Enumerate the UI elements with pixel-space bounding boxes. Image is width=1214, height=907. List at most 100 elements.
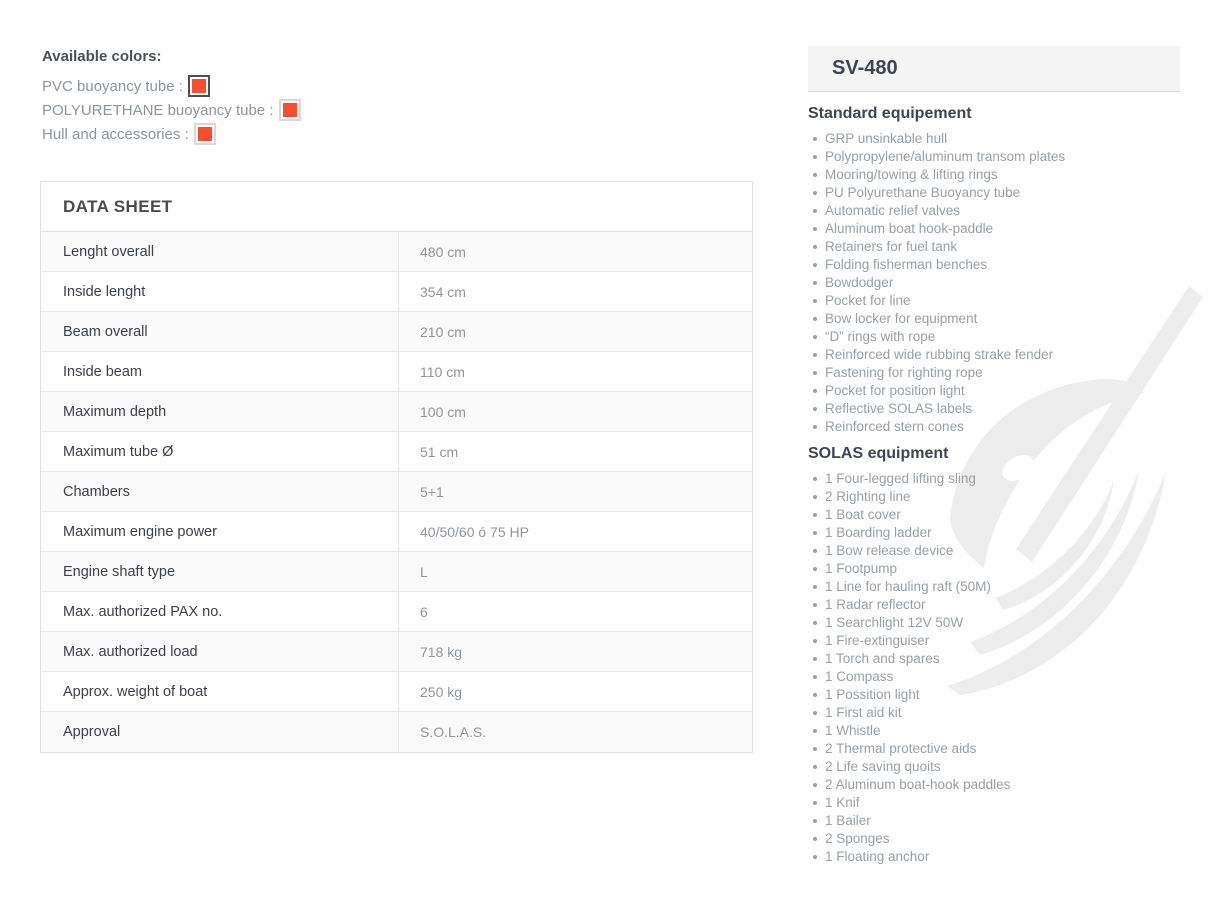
list-item: 1 Line for hauling raft (50M)	[808, 578, 1180, 596]
color-option-label: PVC buoyancy tube :	[42, 77, 183, 95]
bullet-icon	[813, 281, 817, 285]
color-option-label: Hull and accessories :	[42, 125, 189, 143]
list-item-label: GRP unsinkable hull	[825, 131, 948, 146]
color-swatch-icon[interactable]	[278, 99, 301, 121]
list-item-label: 1 Fire-extinguiser	[825, 633, 930, 648]
list-item-label: Aluminum boat hook-paddle	[825, 221, 994, 236]
table-row: Maximum engine power 40/50/60 ó 75 HP	[41, 512, 752, 552]
list-item-label: 2 Righting line	[825, 489, 911, 504]
bullet-icon	[813, 531, 817, 535]
list-item: 1 Floating anchor	[808, 848, 1180, 866]
list-item-label: 1 Footpump	[825, 561, 898, 576]
solas-equipment-heading: SOLAS equipment	[808, 445, 949, 462]
standard-equipment-heading: Standard equipement	[808, 105, 972, 122]
bullet-icon	[813, 263, 817, 267]
list-item-label: PU Polyurethane Buoyancy tube	[825, 185, 1021, 200]
list-item-label: 2 Thermal protective aids	[825, 741, 977, 756]
bullet-icon	[813, 639, 817, 643]
table-row: Max. authorized PAX no. 6	[41, 592, 752, 632]
list-item: GRP unsinkable hull	[808, 130, 1180, 148]
bullet-icon	[813, 549, 817, 553]
table-row: Maximum tube Ø 51 cm	[41, 432, 752, 472]
list-item: 1 Radar reflector	[808, 596, 1180, 614]
bullet-icon	[813, 765, 817, 769]
spec-label: Lenght overall	[41, 232, 399, 271]
spec-label: Maximum tube Ø	[41, 432, 399, 471]
spec-value: L	[420, 563, 428, 580]
bullet-icon	[813, 621, 817, 625]
bullet-icon	[813, 603, 817, 607]
spec-value: S.O.L.A.S.	[420, 724, 487, 740]
list-item-label: 1 Torch and spares	[825, 651, 940, 666]
color-option-row: PVC buoyancy tube :	[42, 74, 301, 98]
bullet-icon	[813, 801, 817, 805]
spec-value: 51 cm	[420, 443, 459, 460]
table-row: Maximum depth 100 cm	[41, 392, 752, 432]
bullet-icon	[813, 693, 817, 697]
color-option-row: Hull and accessories :	[42, 122, 301, 146]
bullet-icon	[813, 657, 817, 661]
table-row: Inside beam 110 cm	[41, 352, 752, 392]
list-item-label: Mooring/towing & lifting rings	[825, 167, 998, 182]
list-item: 1 Four-legged lifting sling	[808, 470, 1180, 488]
list-item-label: 2 Life saving quoits	[825, 759, 941, 774]
list-item-label: 1 Knif	[825, 795, 860, 810]
spec-value: 250 kg	[420, 683, 463, 700]
table-row: Inside lenght 354 cm	[41, 272, 752, 312]
list-item: 1 Fire-extinguiser	[808, 632, 1180, 650]
available-colors-heading: Available colors:	[42, 48, 162, 65]
spec-value: 40/50/60 ó 75 HP	[420, 523, 529, 540]
list-item: 2 Thermal protective aids	[808, 740, 1180, 758]
bullet-icon	[813, 407, 817, 411]
product-panel: SV-480 Standard equipement GRP unsinkabl…	[808, 46, 1180, 866]
list-item-label: 1 Boat cover	[825, 507, 901, 522]
bullet-icon	[813, 585, 817, 589]
spec-label: Engine shaft type	[41, 552, 399, 591]
list-item: 2 Aluminum boat-hook paddles	[808, 776, 1180, 794]
list-item: 1 Boarding ladder	[808, 524, 1180, 542]
list-item-label: Retainers for fuel tank	[825, 239, 958, 254]
bullet-icon	[813, 747, 817, 751]
data-sheet-title: DATA SHEET	[41, 182, 752, 232]
bullet-icon	[813, 173, 817, 177]
spec-value: 718 kg	[420, 643, 463, 660]
list-item: 1 Knif	[808, 794, 1180, 812]
standard-equipment-list: GRP unsinkable hull Polypropylene/alumin…	[808, 130, 1180, 436]
color-swatch-icon[interactable]	[187, 75, 210, 97]
list-item: Reinforced stern cones	[808, 418, 1180, 436]
list-item-label: Reinforced wide rubbing strake fender	[825, 347, 1054, 362]
list-item: Bowdodger	[808, 274, 1180, 292]
bullet-icon	[813, 855, 817, 859]
spec-value: 110 cm	[420, 363, 465, 380]
list-item-label: Bow locker for equipment	[825, 311, 978, 326]
table-row: Approx. weight of boat 250 kg	[41, 672, 752, 712]
list-item: Automatic relief valves	[808, 202, 1180, 220]
spec-label: Beam overall	[41, 312, 399, 351]
spec-label: Approx. weight of boat	[41, 672, 399, 711]
list-item-label: 1 Whistle	[825, 723, 881, 738]
list-item: Pocket for position light	[808, 382, 1180, 400]
bullet-icon	[813, 477, 817, 481]
color-option-row: POLYURETHANE buoyancy tube :	[42, 98, 301, 122]
list-item-label: 1 Compass	[825, 669, 894, 684]
list-item: Fastening for righting rope	[808, 364, 1180, 382]
spec-value: 354 cm	[420, 283, 466, 300]
bullet-icon	[813, 137, 817, 141]
list-item: Bow locker for equipment	[808, 310, 1180, 328]
color-swatch-icon[interactable]	[193, 123, 216, 145]
list-item-label: 1 First aid kit	[825, 705, 902, 720]
bullet-icon	[813, 783, 817, 787]
list-item: Pocket for line	[808, 292, 1180, 310]
list-item-label: 1 Searchlight 12V 50W	[825, 615, 964, 630]
list-item-label: 1 Possition light	[825, 687, 920, 702]
list-item-label: “D” rings with rope	[825, 329, 936, 344]
list-item: 2 Sponges	[808, 830, 1180, 848]
list-item-label: 1 Radar reflector	[825, 597, 926, 612]
spec-label: Maximum engine power	[41, 512, 399, 551]
bullet-icon	[813, 317, 817, 321]
list-item: Folding fisherman benches	[808, 256, 1180, 274]
list-item-label: 1 Boarding ladder	[825, 525, 932, 540]
bullet-icon	[813, 245, 817, 249]
list-item: 1 Compass	[808, 668, 1180, 686]
